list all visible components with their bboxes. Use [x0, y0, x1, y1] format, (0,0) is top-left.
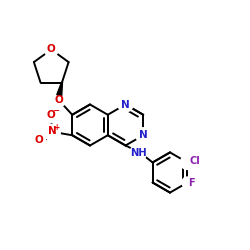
Text: +: +: [54, 123, 60, 132]
Text: Cl: Cl: [189, 156, 200, 166]
Circle shape: [136, 128, 151, 143]
Polygon shape: [57, 82, 62, 96]
Circle shape: [44, 125, 60, 141]
Text: N: N: [121, 100, 130, 110]
Circle shape: [32, 133, 46, 147]
Circle shape: [130, 144, 146, 161]
Circle shape: [182, 177, 193, 188]
Circle shape: [44, 109, 58, 123]
Circle shape: [180, 156, 194, 170]
Text: −: −: [52, 106, 60, 115]
Text: F: F: [188, 178, 195, 188]
Circle shape: [44, 42, 58, 56]
Circle shape: [53, 94, 66, 107]
Text: O: O: [46, 110, 55, 120]
Text: N: N: [48, 126, 56, 136]
Circle shape: [118, 97, 133, 112]
Text: NH: NH: [130, 148, 146, 158]
Text: O: O: [55, 95, 64, 105]
Text: O: O: [47, 44, 56, 54]
Text: O: O: [34, 135, 43, 145]
Text: N: N: [139, 130, 148, 140]
